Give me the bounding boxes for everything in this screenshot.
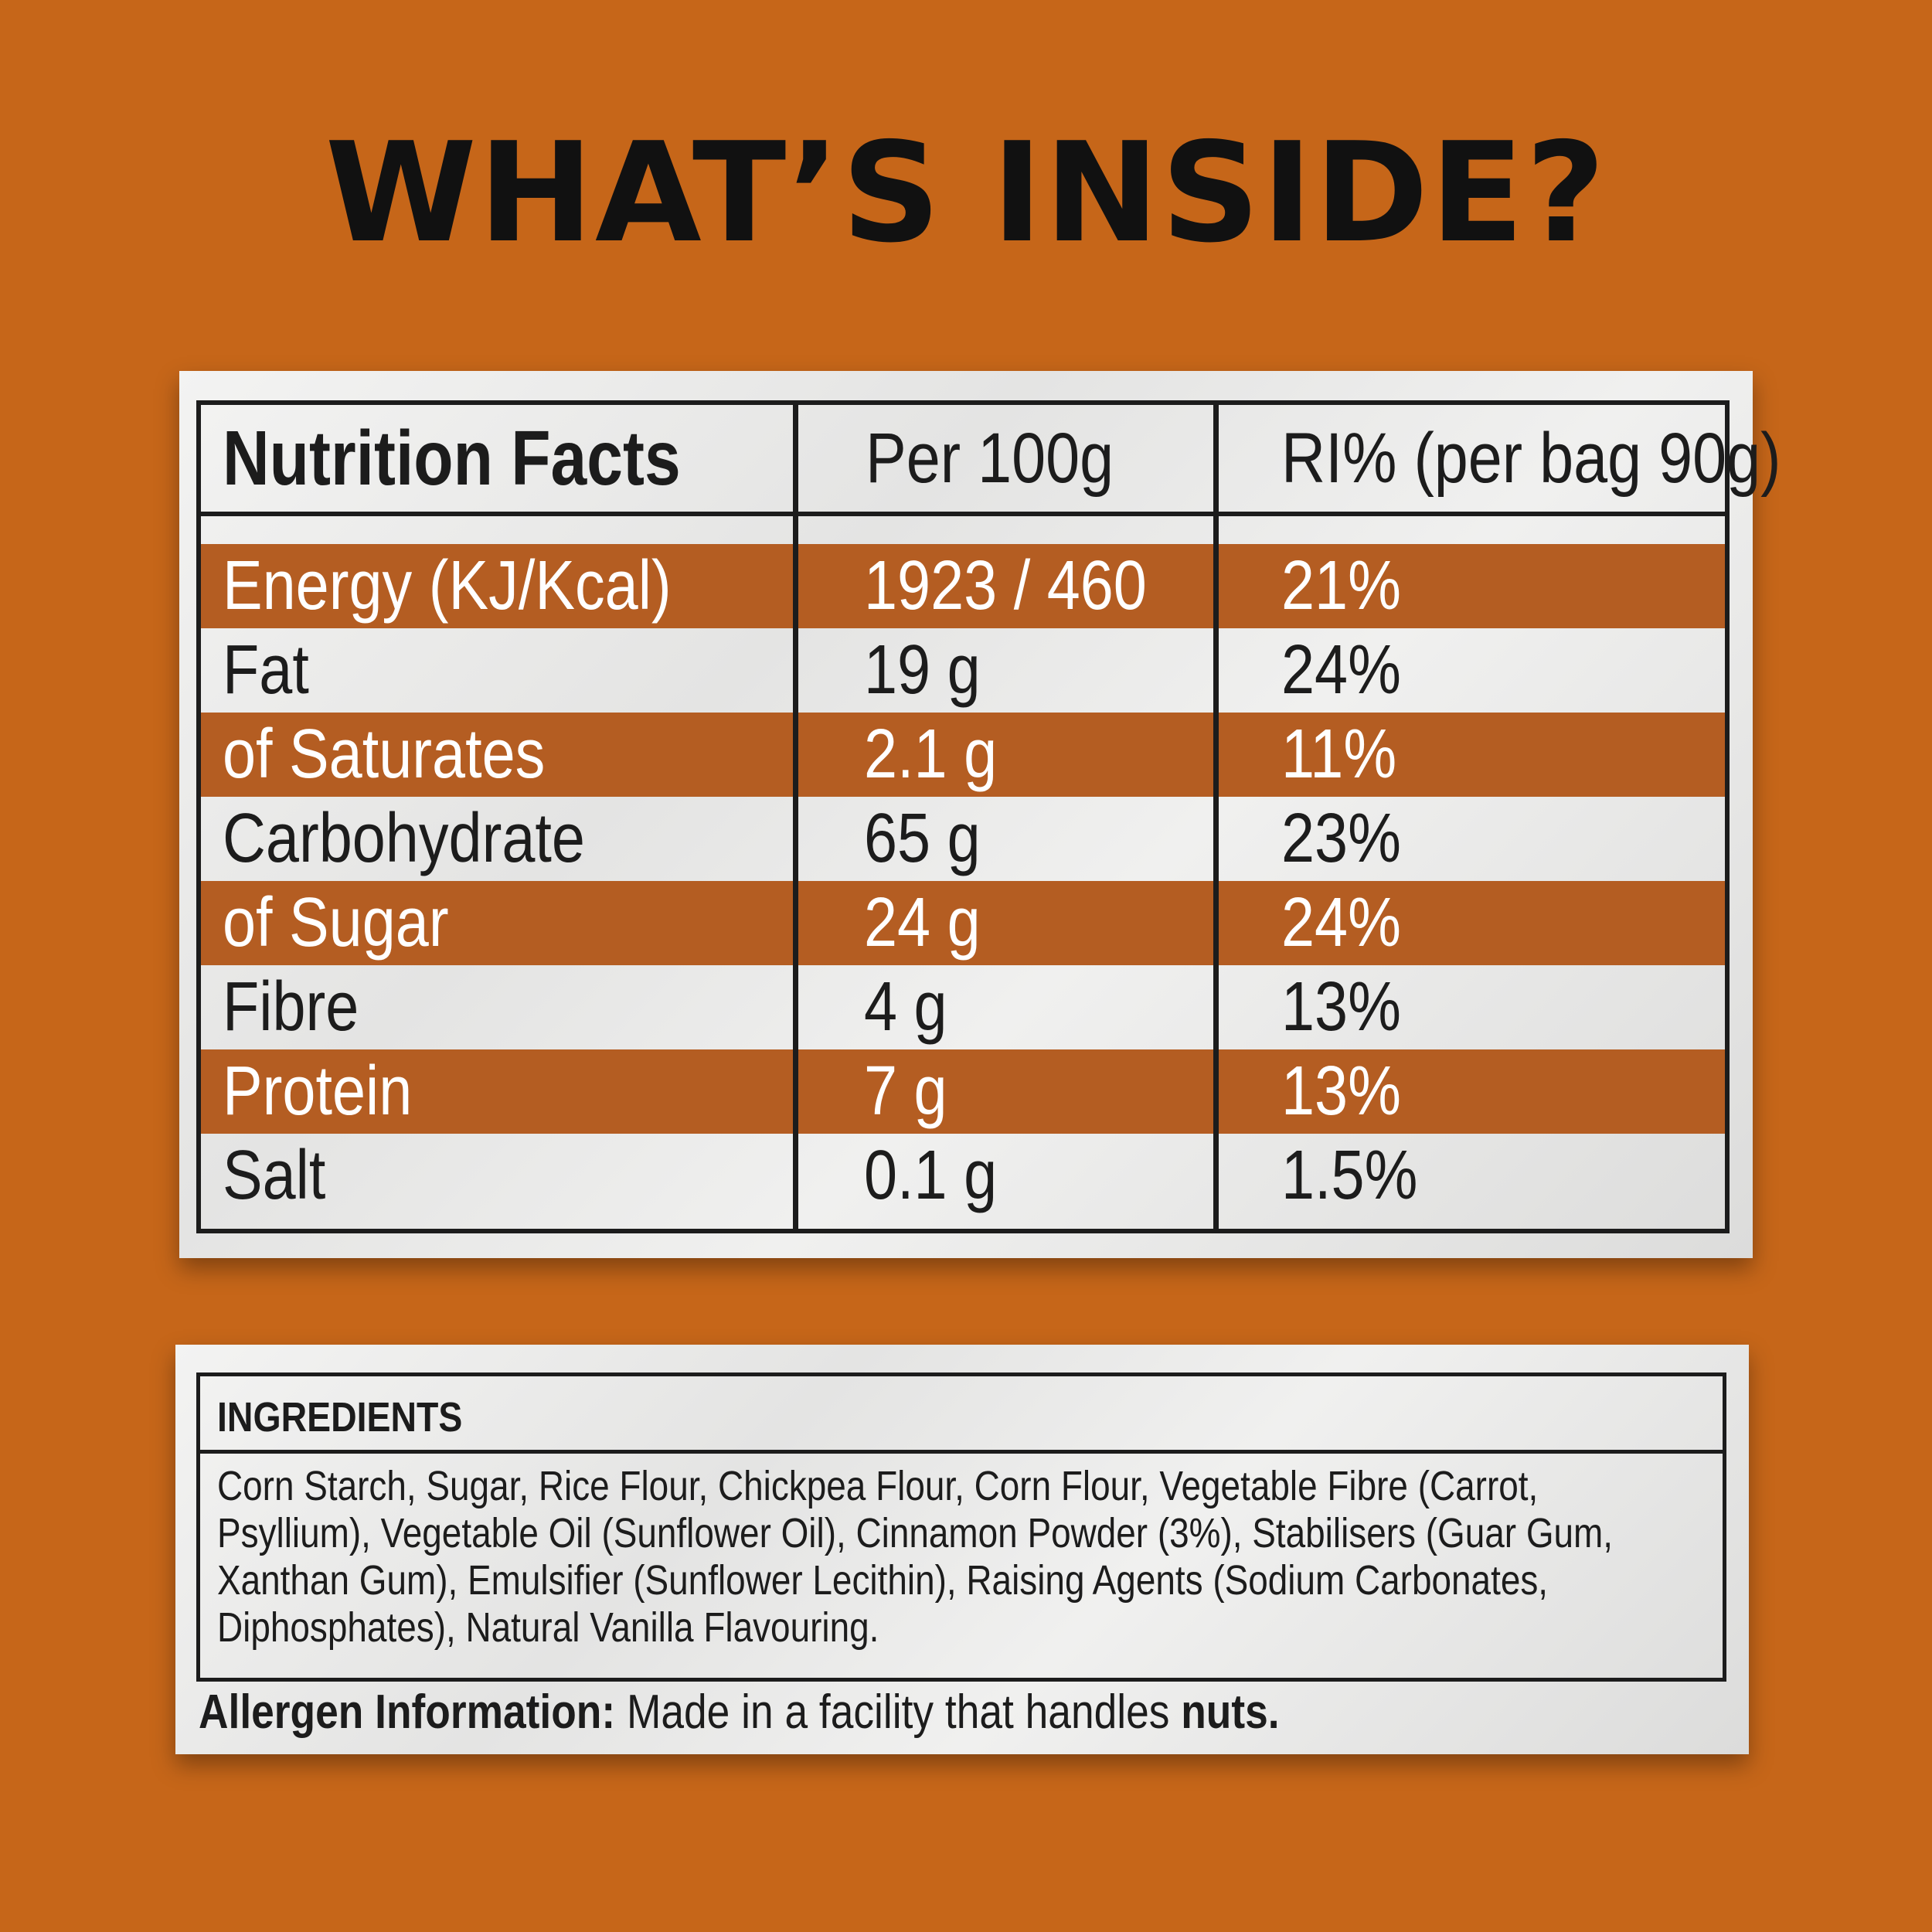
nutrient-name: Fat xyxy=(223,631,309,709)
table-row: Salt 0.1 g 1.5% xyxy=(201,1134,1725,1218)
ingredients-text: Corn Starch, Sugar, Rice Flour, Chickpea… xyxy=(217,1463,1614,1651)
ingredients-card: INGREDIENTS Corn Starch, Sugar, Rice Flo… xyxy=(175,1345,1749,1754)
column-divider xyxy=(793,405,798,1229)
allergen-label: Allergen Information: xyxy=(199,1685,616,1739)
per-100g-value: 24 g xyxy=(864,884,981,961)
per-100g-value: 7 g xyxy=(864,1053,947,1130)
ri-percent-value: 11% xyxy=(1281,716,1397,793)
nutrient-name: Fibre xyxy=(223,968,359,1046)
ingredients-header: INGREDIENTS xyxy=(200,1376,1723,1454)
nutrient-name: of Saturates xyxy=(223,716,546,793)
ri-percent-value: 21% xyxy=(1281,547,1401,624)
nutrient-name: Energy (KJ/Kcal) xyxy=(223,547,672,624)
nutrient-name: Salt xyxy=(223,1137,326,1214)
header-nutrition-facts: Nutrition Facts xyxy=(223,415,681,502)
ingredients-box: INGREDIENTS Corn Starch, Sugar, Rice Flo… xyxy=(196,1372,1726,1682)
header-divider xyxy=(201,512,1725,516)
table-row: Fat 19 g 24% xyxy=(201,628,1725,713)
table-row: Fibre 4 g 13% xyxy=(201,965,1725,1049)
page-title: WHAT’S INSIDE? xyxy=(325,113,1607,273)
allergen-info: Allergen Information: Made in a facility… xyxy=(199,1685,1280,1740)
column-divider xyxy=(1213,405,1219,1229)
table-row: of Saturates 2.1 g 11% xyxy=(201,713,1725,797)
per-100g-value: 65 g xyxy=(864,800,981,877)
ri-percent-value: 1.5% xyxy=(1281,1137,1418,1214)
ri-percent-value: 24% xyxy=(1281,884,1401,961)
header-per-100g: Per 100g xyxy=(866,419,1114,498)
per-100g-value: 19 g xyxy=(864,631,981,709)
per-100g-value: 0.1 g xyxy=(864,1137,998,1214)
per-100g-value: 1923 / 460 xyxy=(864,547,1147,624)
nutrient-name: Protein xyxy=(223,1053,413,1130)
table-row: Energy (KJ/Kcal) 1923 / 460 21% xyxy=(201,544,1725,628)
nutrient-name: Carbohydrate xyxy=(223,800,585,877)
ri-percent-value: 13% xyxy=(1281,1053,1401,1130)
allergen-highlight: nuts. xyxy=(1181,1685,1280,1739)
allergen-text: Made in a facility that handles xyxy=(615,1685,1182,1739)
nutrition-table: Nutrition Facts Per 100g RI% (per bag 90… xyxy=(196,400,1781,1233)
ri-percent-value: 13% xyxy=(1281,968,1401,1046)
nutrient-name: of Sugar xyxy=(223,884,449,961)
nutrition-card: Nutrition Facts Per 100g RI% (per bag 90… xyxy=(179,371,1781,1258)
table-row: Carbohydrate 65 g 23% xyxy=(201,797,1725,881)
ri-percent-value: 24% xyxy=(1281,631,1401,709)
per-100g-value: 2.1 g xyxy=(864,716,998,793)
ri-percent-value: 23% xyxy=(1281,800,1401,877)
table-row: Protein 7 g 13% xyxy=(201,1049,1725,1134)
table-row: of Sugar 24 g 24% xyxy=(201,881,1725,965)
header-ri-percent: RI% (per bag 90g) xyxy=(1281,419,1781,498)
per-100g-value: 4 g xyxy=(864,968,947,1046)
ingredients-title: INGREDIENTS xyxy=(217,1394,463,1440)
